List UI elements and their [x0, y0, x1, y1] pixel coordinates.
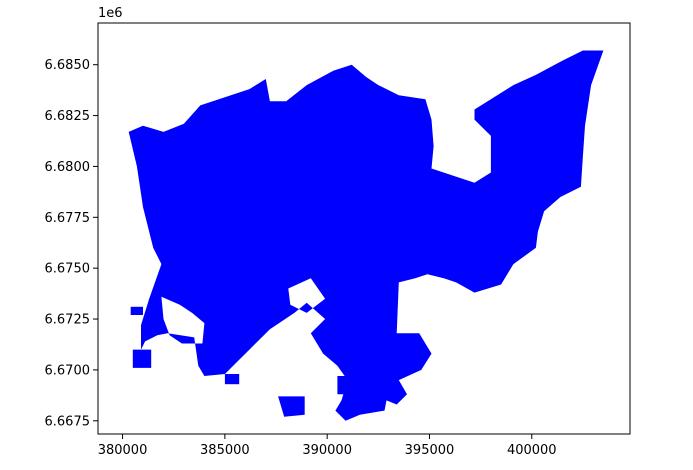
y-tick-label: 6.6800: [45, 160, 91, 175]
y-axis: 6.6675 6.6700 6.6725 6.6750 6.6775 6.6800 6.68…: [45, 58, 98, 429]
main-region: [128, 50, 604, 421]
y-tick-label: 6.6850: [45, 58, 91, 73]
x-tick-label: 400000: [507, 443, 557, 458]
region-island-4: [130, 306, 143, 315]
region-island-1: [224, 374, 240, 385]
region-island-5: [132, 349, 152, 368]
y-tick-label: 6.6675: [45, 414, 91, 429]
y-tick-label: 6.6825: [45, 109, 91, 124]
x-axis: 380000 385000 390000 395000 400000: [98, 434, 557, 458]
region-island-2: [278, 396, 305, 417]
y-tick-label: 6.6750: [45, 262, 91, 277]
y-offset-label: 1e6: [98, 6, 123, 21]
y-tick-label: 6.6700: [45, 363, 91, 378]
y-tick-label: 6.6725: [45, 313, 91, 328]
plot-frame: [97, 22, 631, 435]
region-island-3: [337, 376, 377, 395]
x-tick-label: 390000: [302, 443, 352, 458]
x-tick-label: 395000: [405, 443, 455, 458]
x-tick-label: 385000: [200, 443, 250, 458]
y-tick-label: 6.6775: [45, 211, 91, 226]
region-layer: [128, 50, 604, 421]
x-tick-label: 380000: [98, 443, 148, 458]
